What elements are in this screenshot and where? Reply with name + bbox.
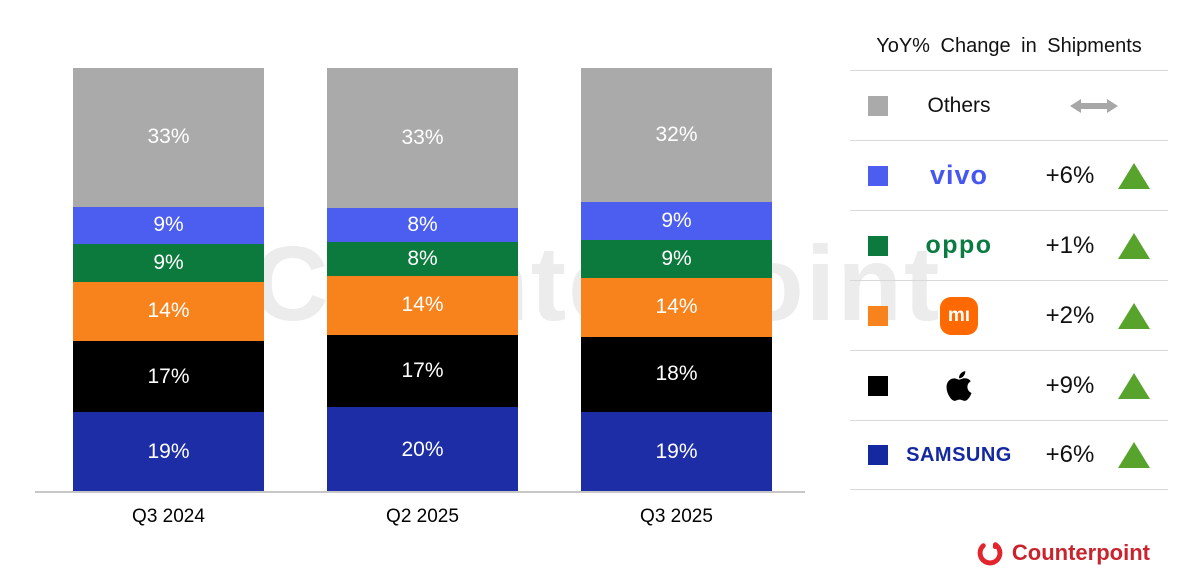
x-axis-labels: Q3 2024 Q2 2025 Q3 2025 xyxy=(73,506,772,528)
legend-row-oppo: oppo +1% xyxy=(850,210,1168,280)
legend-panel: YoY% Change in Shipments Others vivo +6%… xyxy=(850,22,1168,490)
bar-segment-xiaomi: 14% xyxy=(327,275,518,336)
legend-row-xiaomi: mı +2% xyxy=(850,280,1168,350)
bar-segment-samsung: 19% xyxy=(581,412,772,492)
bar-segment-apple: 17% xyxy=(327,335,518,408)
bar-segment-oppo: 9% xyxy=(73,244,264,283)
samsung-logo: SAMSUNG xyxy=(906,443,1012,466)
counterpoint-logo: Counterpoint xyxy=(976,539,1150,567)
stacked-bar: 32% 9% 9% 14% 18% 19% xyxy=(581,68,772,492)
legend-row-vivo: vivo +6% xyxy=(850,140,1168,210)
bar-segment-others: 33% xyxy=(327,68,518,208)
segment-value-label: 14% xyxy=(655,295,698,319)
bar-segment-xiaomi: 14% xyxy=(581,277,772,337)
bar-segment-vivo: 8% xyxy=(327,207,518,242)
up-triangle-icon xyxy=(1118,442,1150,468)
up-triangle-icon xyxy=(1118,232,1150,259)
bar-segment-vivo: 9% xyxy=(73,206,264,245)
xiaomi-change-value: +2% xyxy=(1045,301,1095,329)
bar-segment-apple: 17% xyxy=(73,340,264,413)
legend-row-samsung: SAMSUNG +6% xyxy=(850,420,1168,490)
oppo-change-value: +1% xyxy=(1045,231,1095,259)
segment-value-label: 9% xyxy=(153,251,184,275)
bar-segment-others: 33% xyxy=(73,68,264,207)
bar-segment-others: 32% xyxy=(581,68,772,203)
segment-value-label: 33% xyxy=(147,125,190,149)
segment-value-label: 8% xyxy=(407,246,438,270)
x-axis-line xyxy=(35,491,805,493)
segment-value-label: 9% xyxy=(153,213,184,237)
xiaomi-color-swatch xyxy=(868,305,888,326)
vivo-logo: vivo xyxy=(929,160,989,190)
flat-arrow-cell xyxy=(1030,97,1158,115)
segment-value-label: 18% xyxy=(655,362,698,386)
bar-segment-samsung: 19% xyxy=(73,412,264,492)
up-triangle-icon xyxy=(1118,302,1150,329)
x-axis-label: Q3 2025 xyxy=(640,506,713,527)
legend-title: YoY% Change in Shipments xyxy=(876,34,1142,57)
legend-row-others: Others xyxy=(850,70,1168,140)
bar-segment-samsung: 20% xyxy=(327,407,518,492)
segment-value-label: 17% xyxy=(147,364,190,388)
apple-change-value: +9% xyxy=(1045,371,1095,399)
counterpoint-wordmark: Counterpoint xyxy=(1011,540,1150,565)
apple-logo xyxy=(946,370,972,401)
x-axis-label: Q3 2024 xyxy=(132,506,205,527)
oppo-logo: oppo xyxy=(925,231,993,259)
up-triangle-icon xyxy=(1118,162,1150,189)
legend-row-apple: +9% xyxy=(850,350,1168,420)
bar-segment-xiaomi: 14% xyxy=(73,282,264,341)
segment-value-label: 9% xyxy=(661,247,692,271)
segment-value-label: 19% xyxy=(147,440,190,464)
xiaomi-mi-logo: mı xyxy=(940,296,978,335)
bar-segment-vivo: 9% xyxy=(581,202,772,241)
segment-value-label: 8% xyxy=(407,212,438,236)
segment-value-label: 33% xyxy=(401,125,444,149)
segment-value-label: 14% xyxy=(401,293,444,317)
stacked-bar: 33% 9% 9% 14% 17% 19% xyxy=(73,68,264,492)
flat-arrow-icon xyxy=(1070,98,1118,113)
bar-segment-oppo: 9% xyxy=(581,240,772,278)
x-axis-label: Q2 2025 xyxy=(386,506,459,527)
segment-value-label: 20% xyxy=(401,437,444,461)
counterpoint-icon xyxy=(977,540,1003,566)
segment-value-label: 19% xyxy=(655,440,698,464)
segment-value-label: 32% xyxy=(655,123,698,147)
segment-value-label: 9% xyxy=(661,209,692,233)
others-color-swatch xyxy=(868,95,888,116)
others-label: Others xyxy=(927,93,991,117)
vivo-color-swatch xyxy=(868,165,888,186)
bar-segment-apple: 18% xyxy=(581,336,772,413)
segment-value-label: 17% xyxy=(401,359,444,383)
samsung-change-value: +6% xyxy=(1045,441,1095,468)
stacked-bar: 33% 8% 8% 14% 17% 20% xyxy=(327,68,518,492)
up-triangle-icon xyxy=(1118,372,1150,399)
stacked-bars: 33% 9% 9% 14% 17% 19% 33% 8% 8% 14% 17% 20% 32% 9% 9% 1… xyxy=(73,68,772,492)
oppo-color-swatch xyxy=(868,235,888,256)
apple-color-swatch xyxy=(868,375,888,396)
bar-segment-oppo: 8% xyxy=(327,241,518,276)
segment-value-label: 14% xyxy=(147,299,190,323)
samsung-color-swatch xyxy=(868,445,888,465)
vivo-change-value: +6% xyxy=(1045,161,1095,189)
